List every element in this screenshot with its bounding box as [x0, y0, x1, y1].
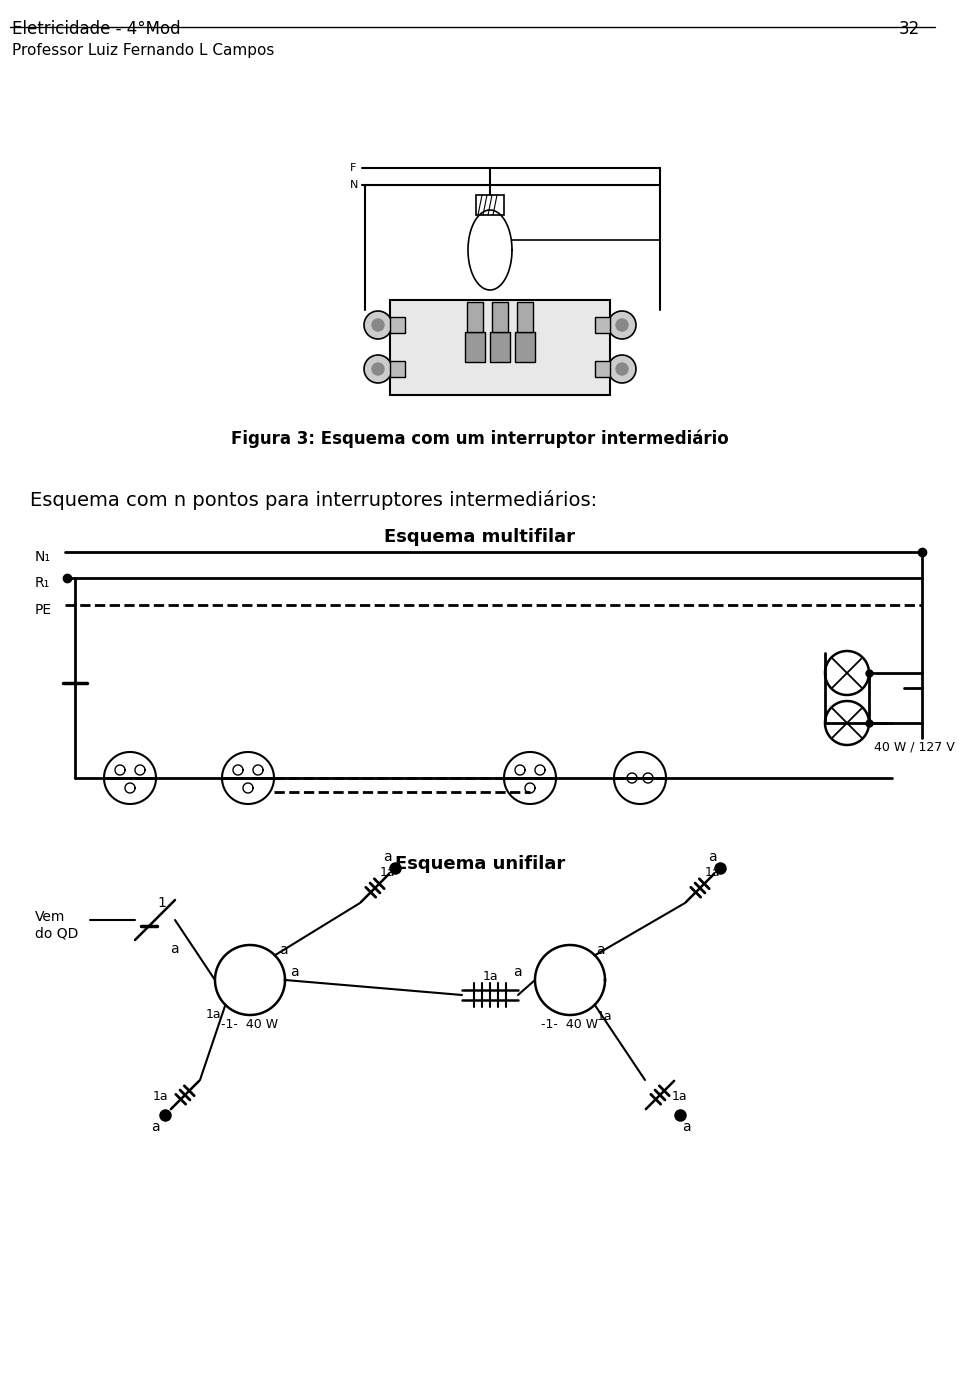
Text: Vem
do QD: Vem do QD [35, 909, 79, 940]
Text: -1-  40 W: -1- 40 W [541, 1018, 599, 1031]
Text: 1a: 1a [672, 1090, 687, 1102]
Text: 1a: 1a [380, 865, 396, 879]
Bar [476, 196, 504, 215]
Text: a: a [596, 944, 605, 958]
Bar [390, 361, 405, 378]
Text: a: a [513, 965, 521, 978]
Circle shape [364, 311, 392, 339]
Text: R₁: R₁ [35, 576, 50, 590]
Text: Esquema unifilar: Esquema unifilar [395, 854, 565, 874]
Circle shape [608, 356, 636, 383]
Text: F: F [350, 163, 356, 174]
Bar [517, 302, 533, 332]
Text: Eletricidade - 4°Mod: Eletricidade - 4°Mod [12, 21, 180, 39]
Text: N₁: N₁ [35, 550, 51, 564]
Text: 1a: 1a [482, 970, 498, 983]
Text: a: a [151, 1120, 159, 1134]
Text: N: N [350, 181, 358, 190]
Text: 1a: 1a [153, 1090, 169, 1102]
Text: a: a [708, 850, 716, 864]
Bar [595, 317, 610, 333]
Bar [467, 302, 483, 332]
Text: 32: 32 [899, 21, 920, 39]
Text: Esquema multifilar: Esquema multifilar [385, 528, 575, 546]
Text: -1-  40 W: -1- 40 W [222, 1018, 278, 1031]
Circle shape [608, 311, 636, 339]
Text: 1a: 1a [205, 1007, 221, 1021]
Circle shape [372, 362, 384, 375]
Text: a: a [383, 850, 392, 864]
Bar [492, 302, 508, 332]
Text: 1a: 1a [705, 865, 721, 879]
Text: Figura 3: Esquema com um interruptor intermediário: Figura 3: Esquema com um interruptor int… [231, 430, 729, 448]
Text: Esquema com n pontos para interruptores intermediários:: Esquema com n pontos para interruptores … [30, 491, 597, 510]
Circle shape [616, 362, 628, 375]
Text: a: a [170, 943, 179, 956]
Text: 1: 1 [157, 896, 166, 909]
Bar [490, 332, 510, 362]
Text: Professor Luiz Fernando L Campos: Professor Luiz Fernando L Campos [12, 43, 275, 58]
Circle shape [372, 318, 384, 331]
Circle shape [364, 356, 392, 383]
Text: 1a: 1a [596, 1010, 612, 1022]
Bar [465, 332, 485, 362]
Bar [390, 317, 405, 333]
Text: 40 W / 127 V: 40 W / 127 V [874, 741, 955, 754]
Text: a: a [279, 944, 288, 958]
Text: PE: PE [35, 604, 52, 617]
Text: a: a [682, 1120, 690, 1134]
Bar [595, 361, 610, 378]
Bar [515, 332, 535, 362]
Circle shape [616, 318, 628, 331]
Text: a: a [290, 965, 299, 978]
Bar [390, 300, 610, 395]
